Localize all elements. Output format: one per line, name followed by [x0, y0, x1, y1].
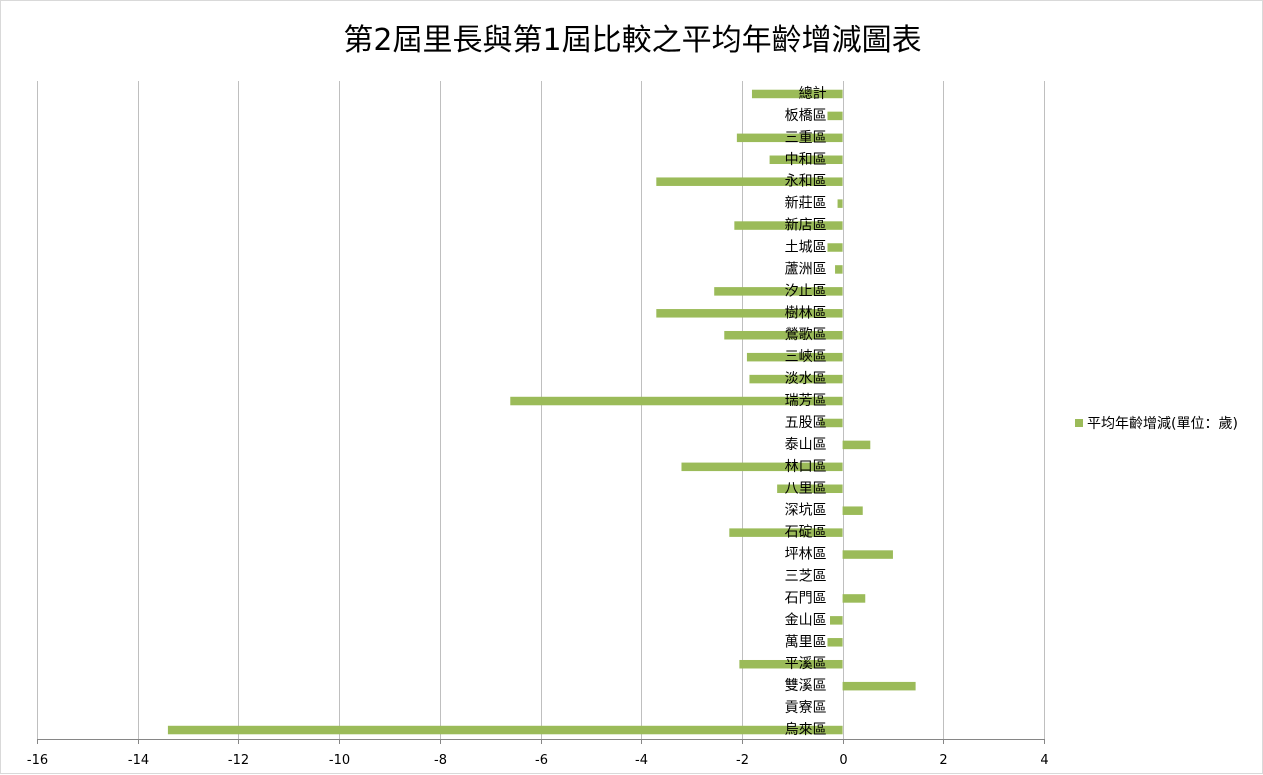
x-tick-label: 2	[939, 753, 947, 768]
bar	[769, 155, 843, 165]
bar	[746, 352, 843, 362]
category-label: 坪林區	[785, 547, 827, 563]
category-label: 泰山區	[785, 437, 827, 453]
bar	[842, 681, 916, 691]
category-label: 金山區	[785, 612, 827, 628]
legend: 平均年齡增減(單位：歲)	[1075, 413, 1238, 433]
category-label: 萬里區	[785, 634, 827, 650]
bar	[777, 484, 843, 494]
category-label: 三芝區	[785, 569, 827, 585]
bar	[842, 550, 893, 559]
bar	[842, 440, 871, 450]
category-label: 貢寮區	[785, 699, 827, 716]
x-tick-label: -4	[635, 753, 648, 768]
chart-title: 第2屆里長與第1屆比較之平均年齡增減圖表	[343, 23, 922, 58]
x-tick-label: 0	[839, 753, 847, 768]
bar	[827, 111, 843, 121]
x-tick-label: -16	[27, 753, 48, 768]
category-label: 板橋區	[785, 108, 827, 124]
category-label: 平溪區	[785, 656, 827, 672]
x-tick-label: 4	[1040, 753, 1048, 768]
bar	[739, 659, 843, 669]
bar	[842, 506, 863, 515]
category-label: 三重區	[785, 130, 827, 146]
category-label: 雙溪區	[785, 678, 827, 694]
category-label: 八里區	[785, 481, 827, 497]
legend-swatch	[1075, 419, 1083, 427]
bar	[749, 374, 843, 384]
category-label: 永和區	[785, 174, 827, 190]
x-tick-label: -12	[228, 753, 249, 768]
axes	[37, 739, 1045, 744]
category-label: 總計	[799, 85, 827, 102]
bar	[681, 462, 843, 472]
bar	[819, 418, 843, 428]
legend-label: 平均年齡增減(單位：歲)	[1087, 416, 1238, 432]
category-label: 汐止區	[785, 283, 827, 299]
category-label: 烏來區	[785, 721, 827, 738]
category-labels: 總計板橋區三重區中和區永和區新莊區新店區土城區蘆洲區汐止區樹林區鶯歌區三峽區淡水…	[785, 85, 827, 738]
bar	[734, 221, 843, 230]
bar	[830, 616, 843, 625]
x-tick-label: -14	[128, 753, 149, 768]
x-tick-label: -10	[329, 753, 350, 768]
category-label: 新莊區	[785, 196, 827, 212]
category-label: 深坑區	[785, 503, 827, 519]
bar	[510, 396, 843, 406]
category-label: 樹林區	[785, 305, 827, 321]
bar	[167, 725, 843, 735]
bar	[736, 133, 843, 143]
category-label: 蘆洲區	[785, 261, 827, 277]
category-label: 鶯歌區	[785, 327, 827, 343]
bar	[842, 594, 866, 603]
bar	[827, 243, 843, 252]
category-label: 林口區	[785, 459, 827, 475]
category-label: 中和區	[785, 152, 827, 168]
bar	[751, 89, 843, 99]
bar	[656, 309, 843, 318]
x-tick-label: -6	[535, 753, 548, 768]
bar	[729, 528, 843, 537]
bar	[835, 265, 843, 274]
category-label: 石碇區	[785, 525, 827, 541]
bar	[837, 199, 843, 208]
category-label: 石門區	[785, 590, 827, 606]
bars	[167, 89, 916, 735]
x-tick-label: -8	[434, 753, 447, 768]
x-tick-labels: -16 -14 -12 -10 -8 -6 -4 -2 0 2 4	[27, 753, 1049, 768]
category-label: 淡水區	[785, 371, 827, 387]
bar	[656, 177, 843, 186]
category-label: 瑞芳區	[785, 392, 827, 409]
category-label: 土城區	[785, 240, 827, 256]
category-label: 三峽區	[785, 349, 827, 365]
x-tick-label: -2	[736, 753, 749, 768]
bar	[714, 287, 843, 296]
bar	[724, 330, 843, 340]
gridlines	[37, 81, 1045, 739]
category-label: 五股區	[785, 415, 827, 431]
bar	[827, 638, 843, 647]
category-label: 新店區	[785, 218, 827, 234]
